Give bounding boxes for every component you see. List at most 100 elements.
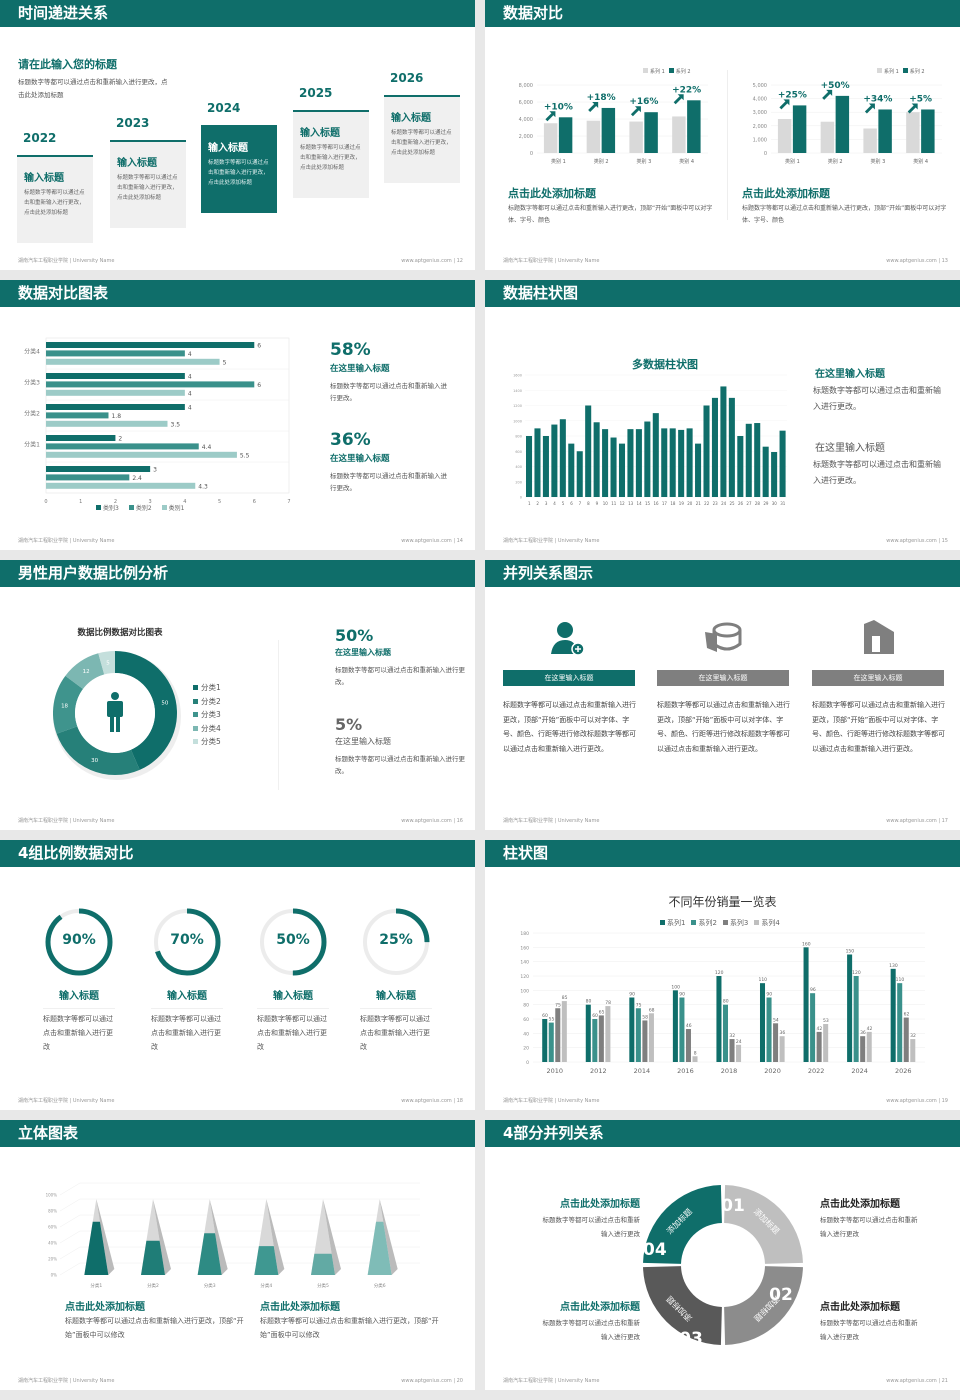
legend-swatch [722, 920, 728, 925]
page-number: 15 [941, 538, 948, 544]
cycle-segment [724, 1266, 803, 1345]
bar [779, 1036, 785, 1062]
x-tick-label: 分类6 [374, 1282, 386, 1289]
footer-school: 湖南汽车工程职业学院 | University Name [503, 1098, 600, 1104]
legend-label: 系列 2 [675, 69, 691, 75]
bar [534, 428, 541, 497]
column-band: 在这里输入标题 [503, 670, 635, 686]
stat-text: 标题数字等都可以通过点击和重新输入进行更改。 [335, 755, 465, 775]
legend-swatch [161, 505, 167, 510]
legend-item: 类别2 [128, 503, 152, 512]
pyramid-side [153, 1199, 171, 1275]
slide-title: 时间递进关系 [0, 0, 475, 27]
progress-ring [153, 908, 221, 976]
legend-label: 系列4 [761, 919, 780, 927]
x-tick-label: 分类3 [204, 1282, 216, 1289]
legend-item: 系列4 [754, 918, 780, 928]
user-add-icon [551, 622, 585, 656]
card-year: 2026 [390, 71, 424, 85]
pyramid-fill [254, 1246, 279, 1275]
bar [771, 452, 778, 497]
data-label: 12 [83, 669, 90, 675]
legend-label: 类别3 [103, 505, 119, 512]
bar [722, 1004, 728, 1062]
x-tick-label: 类别 1 [785, 158, 800, 165]
bar [910, 1039, 916, 1062]
slide-title: 立体图表 [0, 1120, 475, 1147]
card-title: 输入标题 [300, 128, 340, 139]
x-tick-label: 分类1 [90, 1282, 102, 1289]
legend-item: 分类5 [193, 735, 221, 749]
footer-site: www.aptgenius.com [886, 1378, 937, 1384]
x-tick-label: 16 [653, 501, 659, 506]
chart-hbar: 0 1 2 3 4 5 6 7 3 2.4 4.3 分类1 2 4.4 5.5 分类2 4 1.8 3.5 分类3 4 6… [24, 337, 291, 505]
bar [729, 1039, 735, 1062]
footer-page: www.aptgenius.com | 21 [886, 1378, 948, 1384]
data-label: 68 [649, 1007, 655, 1013]
x-tick-label: 7 [579, 501, 582, 506]
x-tick-label: 6 [253, 499, 256, 505]
stat-heading: 在这里输入标题 [330, 364, 390, 374]
legend-swatch [193, 725, 198, 731]
block-heading: 点击此处添加标题 [742, 187, 830, 200]
category-label: 分类3 [24, 379, 40, 387]
data-label: 4 [188, 390, 192, 397]
card-title: 输入标题 [117, 158, 157, 169]
y-tick-label: 2,000 [519, 134, 533, 140]
legend-swatch [668, 68, 674, 73]
bar [586, 120, 601, 153]
stat-text: 标题数字等都可以通过点击和重新输入进行更改。 [330, 382, 447, 402]
timeline-card: 输入标题 标题数字等都可以通过点击和重新输入进行更改，点击此处添加标题 [201, 125, 277, 213]
item-text: 标题数字等都可以通过点击和重新输入进行更改。 [813, 460, 941, 485]
footer-page: www.aptgenius.com | 19 [886, 1098, 948, 1104]
bar [598, 1015, 604, 1062]
chart-pyramid: 0% 20% 40% 60% 80% 100% 分类1 分类2 分类3 分类4 分类5 分类6 [46, 1182, 420, 1289]
bar [629, 121, 643, 153]
bar [897, 983, 903, 1062]
bar [561, 1001, 567, 1062]
x-tick-label: 31 [780, 501, 786, 506]
data-label: 30 [91, 758, 98, 764]
segment-number: 04 [643, 1240, 667, 1260]
card-year: 2022 [23, 131, 57, 145]
y-tick-label: 5,000 [753, 83, 767, 89]
y-tick-label: 20 [523, 1046, 529, 1052]
footer-school: 湖南汽车工程职业学院 | University Name [503, 818, 600, 824]
arrow-icon [822, 89, 833, 100]
cycle-segment [724, 1185, 803, 1264]
bar [762, 446, 769, 497]
card-year: 2024 [207, 101, 241, 115]
x-tick-label: 7 [287, 499, 290, 505]
bar [543, 123, 558, 153]
bar [863, 128, 877, 153]
bar [585, 1004, 591, 1062]
data-label: 90 [766, 992, 772, 998]
legend-label: 系列 2 [909, 69, 925, 75]
x-tick-label: 2012 [590, 1067, 607, 1075]
y-tick-label: 4,000 [753, 97, 767, 103]
data-label: 5 [106, 660, 110, 666]
y-tick-label: 1000 [513, 419, 522, 423]
donut-slice [53, 675, 83, 734]
divider [727, 70, 728, 220]
footer-school: 湖南汽车工程职业学院 | University Name [18, 258, 115, 264]
bar [921, 109, 935, 153]
bar [661, 428, 668, 497]
data-label: 42 [817, 1026, 823, 1032]
data-label: 85 [562, 995, 568, 1001]
x-tick-label: 2018 [721, 1067, 738, 1075]
timeline-card: 输入标题 标题数字等都可以通过点击和重新输入进行更改，点击此处添加标题 [110, 140, 186, 228]
legend-swatch [193, 685, 198, 690]
data-label: 1.8 [111, 413, 121, 420]
x-tick-label: 3 [545, 501, 548, 506]
legend-label: 分类1 [201, 683, 221, 692]
bar [568, 443, 575, 497]
x-tick-label: 17 [662, 501, 668, 506]
bar [558, 117, 573, 153]
legend-item: 系列 1 [643, 68, 665, 75]
data-label: 90 [629, 992, 635, 998]
bar [728, 397, 735, 497]
data-label: 32 [729, 1033, 735, 1039]
gridline [59, 1198, 420, 1212]
card-year: 2025 [299, 86, 333, 100]
